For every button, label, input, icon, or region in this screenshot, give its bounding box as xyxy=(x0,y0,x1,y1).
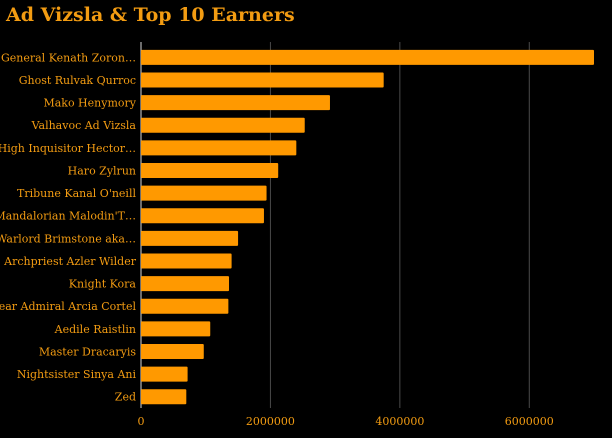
bar xyxy=(141,49,594,65)
category-label: General Kenath Zoron… xyxy=(1,51,136,64)
bar xyxy=(141,72,384,88)
x-tick-label: 2000000 xyxy=(246,415,295,428)
category-label: Nightsister Sinya Ani xyxy=(17,368,137,381)
chart-title: Ad Vizsla & Top 10 Earners xyxy=(6,4,295,26)
bar xyxy=(141,343,204,359)
bar xyxy=(141,366,188,382)
bar xyxy=(141,276,230,292)
category-label: Tribune Kanal O'neill xyxy=(17,187,136,200)
x-tick-label: 4000000 xyxy=(375,415,424,428)
bar xyxy=(141,389,187,405)
bar xyxy=(141,298,229,314)
x-tick-label: 6000000 xyxy=(505,415,554,428)
bar xyxy=(141,95,330,111)
bar xyxy=(141,140,297,156)
x-tick-label: 0 xyxy=(138,415,145,428)
bar xyxy=(141,253,232,269)
bar xyxy=(141,117,305,133)
category-label: Aedile Raistlin xyxy=(54,323,136,336)
category-label: Ghost Rulvak Qurroc xyxy=(19,74,136,87)
category-label: Master Dracaryis xyxy=(39,345,136,358)
category-label: Knight Kora xyxy=(69,278,137,291)
category-label: Archpriest Azler Wilder xyxy=(3,255,137,268)
category-label: Warlord Brimstone aka… xyxy=(0,232,136,245)
category-label: Zed xyxy=(115,391,136,404)
bar xyxy=(141,208,264,224)
category-label: Mandalorian Malodin'T… xyxy=(0,210,136,223)
category-label: High Inquisitor Hector… xyxy=(0,142,136,155)
bar xyxy=(141,162,279,178)
bar xyxy=(141,321,211,337)
bar xyxy=(141,185,267,201)
bar xyxy=(141,230,239,246)
category-label: Haro Zylrun xyxy=(68,164,136,177)
category-label: Valhavoc Ad Vizsla xyxy=(31,119,137,132)
category-label: Mako Henymory xyxy=(43,97,136,110)
category-label: Rear Admiral Arcia Cortel xyxy=(0,300,136,313)
